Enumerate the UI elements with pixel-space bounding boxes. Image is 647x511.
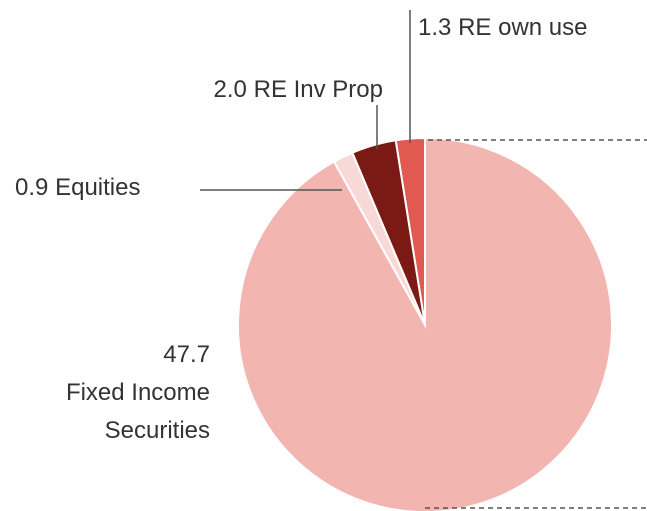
value-label: 2.0 bbox=[213, 76, 247, 103]
slice-label: 1.3 RE own use bbox=[418, 9, 588, 47]
category-label: RE Inv Prop bbox=[253, 76, 383, 103]
category-label: Fixed Income Securities bbox=[65, 379, 210, 444]
value-label: 1.3 bbox=[418, 14, 452, 41]
value-label: 0.9 bbox=[15, 174, 49, 201]
slice-label: 0.9 Equities bbox=[15, 169, 140, 207]
pie-slice bbox=[237, 136, 613, 511]
slice-label: 47.7 Fixed Income Securities bbox=[50, 336, 210, 450]
category-label: Equities bbox=[55, 174, 141, 201]
category-label: RE own use bbox=[458, 14, 588, 41]
slice-label: 2.0 RE Inv Prop bbox=[214, 71, 383, 109]
value-label: 47.7 bbox=[163, 341, 210, 368]
